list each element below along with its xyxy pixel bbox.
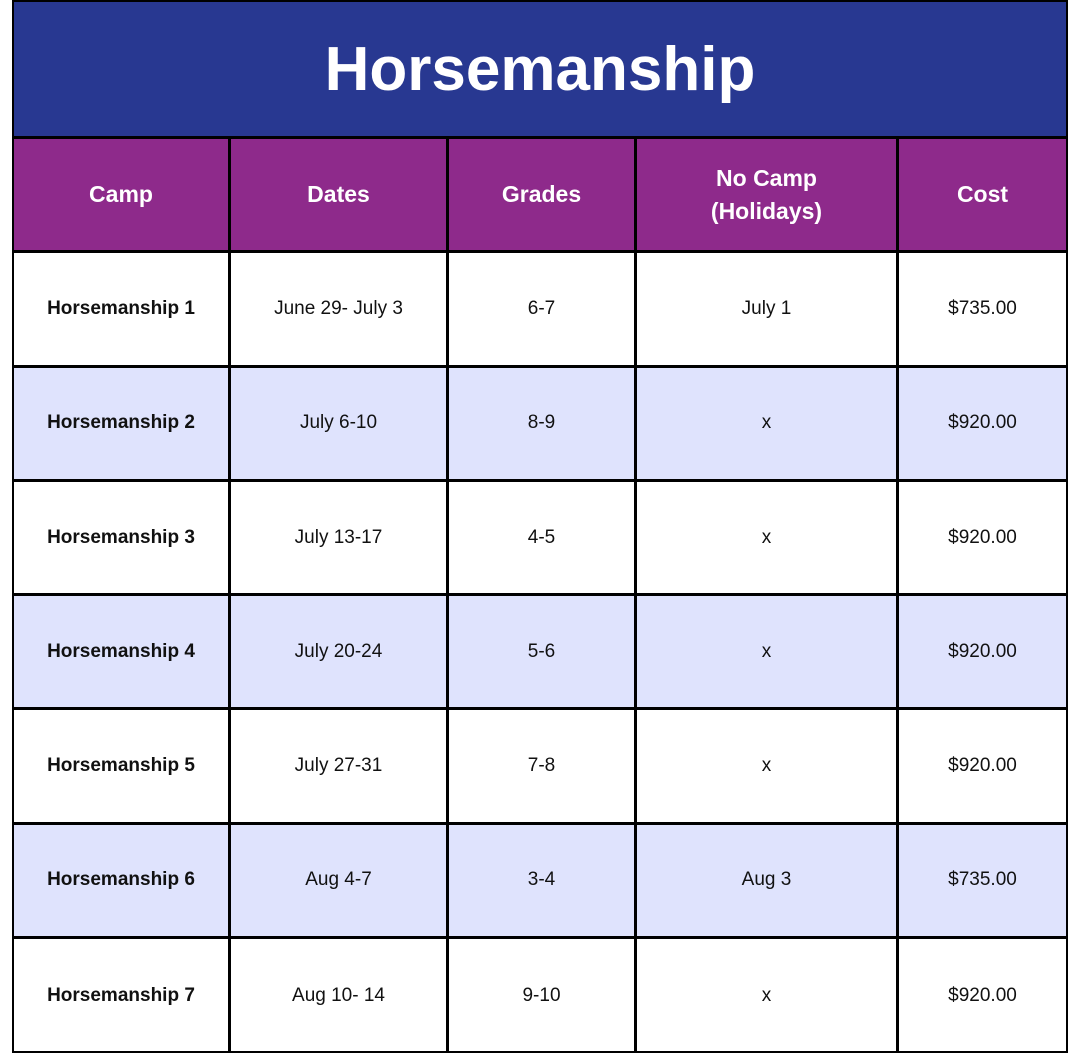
- table-row: Horsemanship 6 Aug 4-7 3-4 Aug 3 $735.00: [14, 824, 1066, 940]
- header-dates: Dates: [231, 139, 449, 251]
- table-row: Horsemanship 4 July 20-24 5-6 x $920.00: [14, 596, 1066, 711]
- cell-no-camp: x: [637, 710, 899, 822]
- table-row: Horsemanship 1 June 29- July 3 6-7 July 1 $7…: [14, 253, 1066, 368]
- cell-dates: July 20-24: [231, 596, 449, 708]
- header-cost: Cost: [956, 181, 1009, 208]
- header-no-camp: No Camp (Holidays): [637, 139, 899, 251]
- cell-dates: July 6-10: [231, 367, 449, 479]
- table-row: Horsemanship 2 July 6-10 8-9 x $920.00: [14, 367, 1066, 482]
- cell-no-camp: x: [637, 596, 899, 708]
- cell-cost: $735.00: [948, 869, 1017, 891]
- cell-dates: Aug 10- 14: [231, 939, 449, 1054]
- cell-dates: Aug 4-7: [231, 824, 449, 937]
- cell-no-camp: x: [637, 939, 899, 1054]
- cell-cost: $920.00: [948, 755, 1017, 777]
- cell-dates: June 29- July 3: [231, 253, 449, 365]
- header-camp: Camp: [14, 139, 231, 251]
- cell-camp: Horsemanship 6: [14, 824, 231, 937]
- table-row: Horsemanship 3 July 13-17 4-5 x $920.00: [14, 481, 1066, 597]
- cell-camp: Horsemanship 3: [14, 481, 231, 594]
- table-row: Horsemanship 7 Aug 10- 14 9-10 x $920.00: [14, 939, 1066, 1054]
- cell-grades: 5-6: [449, 596, 637, 708]
- cell-cost: $920.00: [948, 985, 1017, 1007]
- cell-grades: 6-7: [449, 253, 637, 365]
- cell-camp: Horsemanship 2: [14, 367, 231, 479]
- cell-camp: Horsemanship 1: [14, 253, 231, 365]
- cell-cost: $920.00: [948, 412, 1017, 434]
- cell-dates: July 13-17: [231, 481, 449, 594]
- cell-grades: 8-9: [449, 367, 637, 479]
- cell-grades: 3-4: [449, 824, 637, 937]
- cell-cost: $920.00: [948, 640, 1017, 662]
- cell-grades: 4-5: [449, 481, 637, 594]
- table-row: Horsemanship 5 July 27-31 7-8 x $920.00: [14, 710, 1066, 825]
- header-grades: Grades: [449, 139, 637, 251]
- header-row: Camp Dates Grades No Camp (Holidays) Cos…: [14, 139, 1066, 254]
- cell-no-camp: July 1: [637, 253, 899, 365]
- cell-camp: Horsemanship 7: [14, 939, 231, 1054]
- cell-cost: $920.00: [948, 526, 1017, 548]
- horsemanship-table: Horsemanship Camp Dates Grades No Camp (…: [12, 0, 1068, 1054]
- cell-grades: 7-8: [449, 710, 637, 822]
- cell-dates: July 27-31: [231, 710, 449, 822]
- cell-camp: Horsemanship 5: [14, 710, 231, 822]
- cell-cost: $735.00: [948, 297, 1017, 319]
- cell-grades: 9-10: [449, 939, 637, 1054]
- cell-no-camp: x: [637, 481, 899, 594]
- cell-no-camp: Aug 3: [637, 824, 899, 937]
- cell-camp: Horsemanship 4: [14, 596, 231, 708]
- cell-no-camp: x: [637, 367, 899, 479]
- table-title: Horsemanship: [14, 2, 1066, 139]
